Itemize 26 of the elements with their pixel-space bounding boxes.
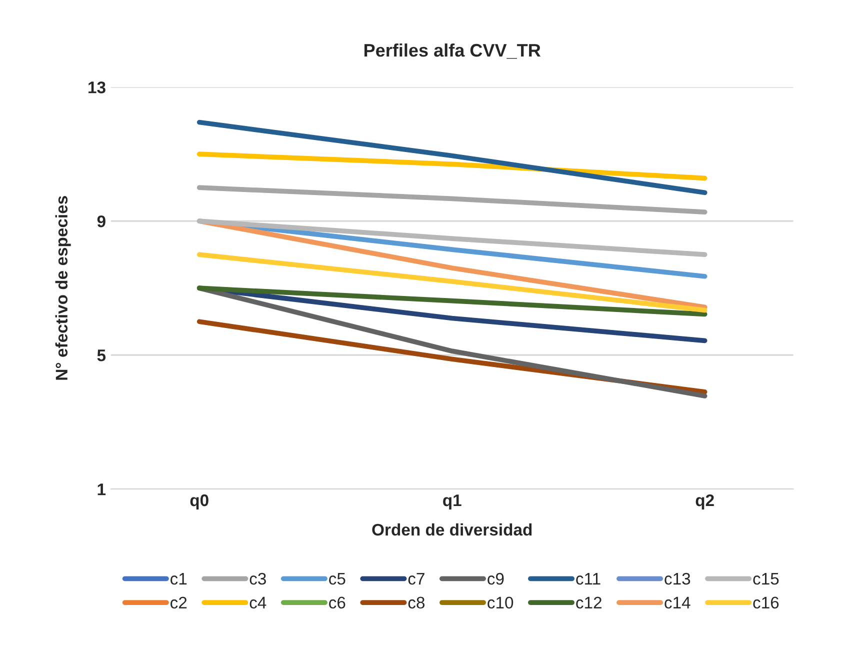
legend-label: c11 xyxy=(576,573,600,585)
legend-label: c10 xyxy=(488,596,514,609)
y-tick-label: 5 xyxy=(97,350,106,362)
x-tick-label: q1 xyxy=(443,494,462,510)
legend-label: c15 xyxy=(753,573,779,585)
y-tick-label: 1 xyxy=(98,484,106,496)
y-tick-label: 13 xyxy=(88,82,106,94)
legend-label: c4 xyxy=(250,596,266,609)
legend-label: c8 xyxy=(408,596,424,609)
legend-label: c12 xyxy=(576,596,602,609)
chart-title: Perfiles alfa CVV_TR xyxy=(364,43,541,59)
legend-label: c6 xyxy=(329,596,346,609)
legend-label: c5 xyxy=(329,573,346,585)
legend-label: c13 xyxy=(664,572,690,585)
legend-label: c3 xyxy=(250,572,266,585)
y-tick-label: 9 xyxy=(97,216,106,228)
x-tick-label: q2 xyxy=(696,494,714,510)
legend-label: c7 xyxy=(408,573,424,585)
x-axis-title: Orden de diversidad xyxy=(372,523,532,536)
x-tick-label: q0 xyxy=(190,494,208,510)
legend-label: c9 xyxy=(488,572,504,585)
legend-label: c14 xyxy=(664,596,690,609)
legend-label: c1 xyxy=(170,573,187,585)
y-axis-title: N° efectivo de especies xyxy=(55,196,71,380)
legend-label: c16 xyxy=(753,596,779,609)
legend-label: c2 xyxy=(170,596,187,609)
